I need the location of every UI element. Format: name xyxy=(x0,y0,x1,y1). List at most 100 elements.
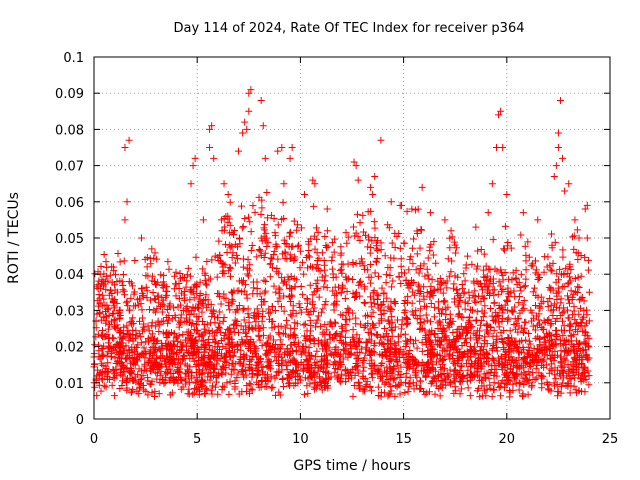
data-point xyxy=(168,389,176,397)
data-point xyxy=(544,381,552,389)
data-point xyxy=(269,336,277,344)
data-point xyxy=(261,237,269,245)
data-point xyxy=(462,323,470,331)
data-point xyxy=(153,353,161,361)
data-point xyxy=(558,326,566,334)
data-point xyxy=(405,356,413,364)
data-point xyxy=(139,372,147,380)
data-point xyxy=(497,107,505,115)
data-point xyxy=(416,385,424,393)
data-point xyxy=(560,355,568,363)
data-point xyxy=(138,375,146,383)
data-point xyxy=(280,180,288,188)
data-point xyxy=(108,381,116,389)
x-tick-label: 10 xyxy=(292,432,309,447)
data-point xyxy=(122,342,130,350)
data-point xyxy=(274,147,282,155)
data-point xyxy=(255,193,263,201)
data-point xyxy=(337,289,345,297)
data-point xyxy=(279,375,287,383)
data-point xyxy=(466,320,474,328)
data-point xyxy=(330,301,338,309)
data-point xyxy=(139,327,147,335)
data-point xyxy=(253,278,261,286)
data-point xyxy=(517,287,525,295)
data-point xyxy=(138,314,146,322)
data-point xyxy=(510,347,518,355)
data-point xyxy=(328,253,336,261)
data-point xyxy=(290,331,298,339)
data-point xyxy=(470,343,478,351)
data-point xyxy=(357,277,365,285)
data-point xyxy=(366,325,374,333)
data-point xyxy=(303,295,311,303)
data-point xyxy=(339,284,347,292)
data-point xyxy=(233,251,241,259)
data-point xyxy=(536,341,544,349)
data-point xyxy=(553,270,561,278)
data-point xyxy=(145,306,153,314)
data-point xyxy=(159,278,167,286)
data-point xyxy=(249,290,257,298)
data-point xyxy=(125,330,133,338)
data-point xyxy=(440,356,448,364)
data-point xyxy=(118,382,126,390)
data-point xyxy=(201,269,209,277)
data-point xyxy=(186,316,194,324)
data-point xyxy=(386,271,394,279)
data-point xyxy=(291,255,299,263)
data-point xyxy=(380,289,388,297)
data-point xyxy=(360,323,368,331)
y-axis-label: ROTI / TECUs xyxy=(6,192,22,284)
data-point xyxy=(207,275,215,283)
data-point xyxy=(555,276,563,284)
data-point xyxy=(451,366,459,374)
data-point xyxy=(500,345,508,353)
data-point xyxy=(100,382,108,390)
data-point xyxy=(109,373,117,381)
data-point xyxy=(231,240,239,248)
data-point xyxy=(570,303,578,311)
data-point xyxy=(401,388,409,396)
data-point xyxy=(488,354,496,362)
data-point xyxy=(403,207,411,215)
data-point xyxy=(177,318,185,326)
data-point xyxy=(434,305,442,313)
data-point xyxy=(343,288,351,296)
data-point xyxy=(370,362,378,370)
data-point xyxy=(529,376,537,384)
data-point xyxy=(488,392,496,400)
data-point xyxy=(208,312,216,320)
data-point xyxy=(367,370,375,378)
data-point xyxy=(278,144,286,151)
data-point xyxy=(149,330,157,338)
data-point xyxy=(259,298,267,306)
data-point xyxy=(306,355,314,363)
data-point xyxy=(177,385,185,393)
data-point xyxy=(312,319,320,327)
data-point xyxy=(266,273,274,281)
data-point xyxy=(382,372,390,380)
data-point xyxy=(464,319,472,327)
data-point xyxy=(363,378,371,386)
data-point xyxy=(386,264,394,272)
data-point xyxy=(164,319,172,327)
data-point xyxy=(255,245,263,253)
data-point xyxy=(441,216,449,224)
data-point xyxy=(416,377,424,385)
data-point xyxy=(259,122,267,130)
y-tick-label: 0.06 xyxy=(55,196,84,211)
data-point xyxy=(361,299,369,307)
data-point xyxy=(315,254,323,262)
data-point xyxy=(421,302,429,310)
data-point xyxy=(246,341,254,349)
data-point xyxy=(201,389,209,397)
data-point xyxy=(403,321,411,329)
data-point xyxy=(199,331,207,339)
data-point xyxy=(535,369,543,377)
data-point xyxy=(231,316,239,324)
data-point xyxy=(314,276,322,284)
data-point xyxy=(477,297,485,305)
data-point xyxy=(581,205,589,213)
data-point xyxy=(120,349,128,357)
